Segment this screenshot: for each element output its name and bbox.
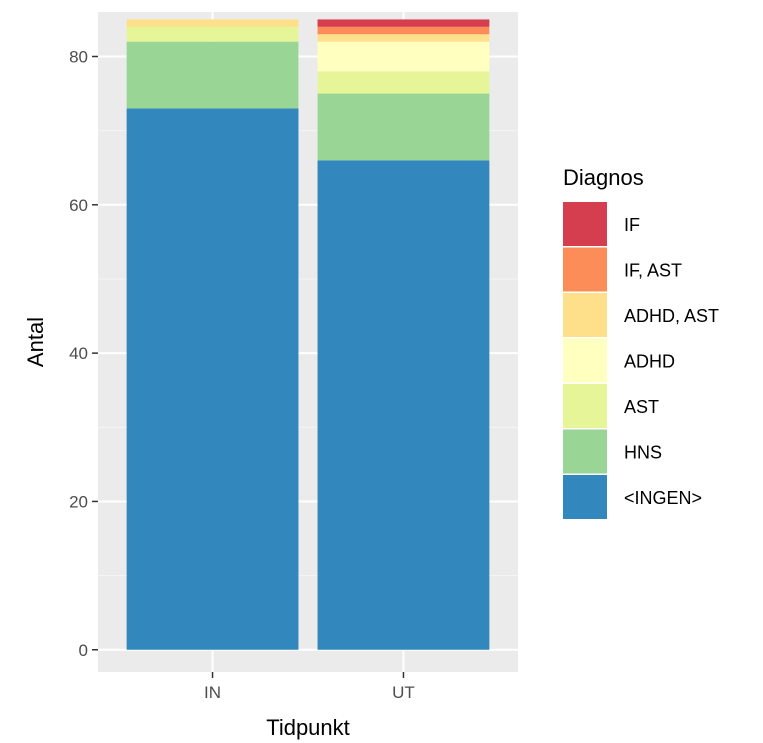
- y-axis-title: Antal: [23, 317, 48, 367]
- legend-label: IF, AST: [624, 261, 682, 281]
- legend-label: <INGEN>: [624, 488, 702, 508]
- bar-segment: [317, 26, 490, 35]
- legend-label: AST: [624, 397, 659, 417]
- y-tick-label: 60: [69, 196, 88, 215]
- legend-swatch: [563, 338, 607, 383]
- legend: Diagnos IF IF, AST ADHD, AST ADHD AST HNS <ING…: [563, 165, 719, 519]
- x-axis-title: Tidpunkt: [266, 715, 350, 740]
- x-axis: IN UT: [204, 672, 415, 702]
- legend-swatch: [563, 475, 607, 519]
- bar-segment: [126, 108, 299, 650]
- bar-segment: [126, 26, 299, 42]
- y-tick-label: 20: [69, 492, 88, 511]
- bar-segment: [317, 93, 490, 161]
- bar-segment: [126, 41, 299, 109]
- bar-segment: [126, 19, 299, 27]
- legend-swatch: [563, 293, 607, 337]
- y-tick-label: 40: [69, 344, 88, 363]
- legend-swatch: [563, 247, 607, 292]
- y-tick-label: 80: [69, 47, 88, 66]
- legend-swatch: [563, 429, 607, 474]
- x-tick-label: UT: [392, 683, 415, 702]
- legend-label: ADHD, AST: [624, 306, 719, 326]
- bar-segment: [317, 19, 490, 27]
- legend-swatch: [563, 384, 607, 428]
- legend-title: Diagnos: [563, 165, 644, 190]
- y-tick-label: 0: [79, 641, 88, 660]
- legend-swatch: [563, 202, 607, 246]
- y-axis: 0 20 40 60 80: [69, 47, 98, 660]
- bar-segment: [317, 34, 490, 42]
- bars: [126, 19, 490, 650]
- bar-segment: [317, 71, 490, 94]
- legend-label: HNS: [624, 443, 662, 463]
- legend-label: ADHD: [624, 352, 675, 372]
- x-tick-label: IN: [204, 683, 221, 702]
- legend-label: IF: [624, 215, 640, 235]
- bar-segment: [317, 41, 490, 72]
- bar-segment: [317, 160, 490, 650]
